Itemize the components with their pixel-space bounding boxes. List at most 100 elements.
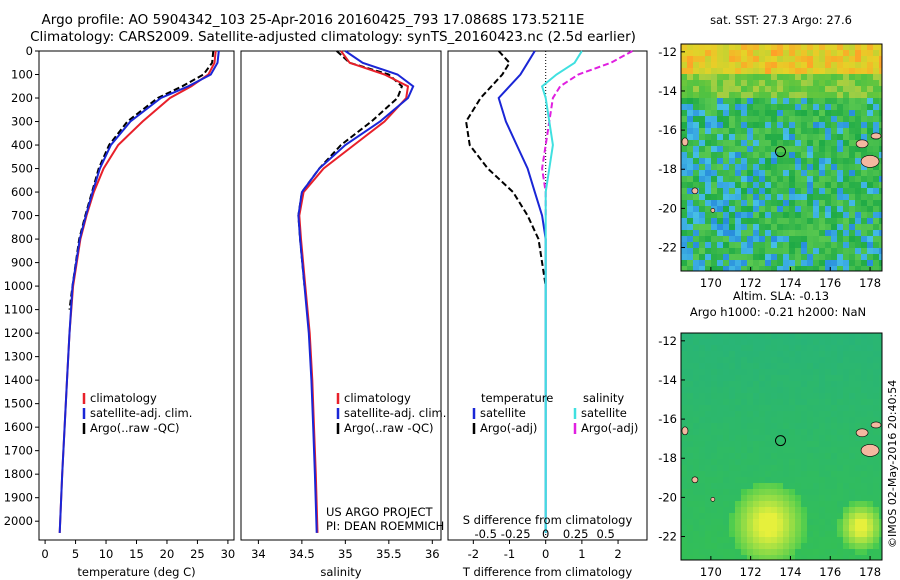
map-cell bbox=[789, 549, 796, 556]
map-cell bbox=[693, 68, 700, 75]
map-cell bbox=[837, 140, 844, 147]
map-cell bbox=[879, 435, 882, 442]
map-cell bbox=[735, 465, 742, 472]
map-cell bbox=[879, 501, 882, 508]
map-cell bbox=[729, 525, 736, 532]
map-cell bbox=[765, 537, 772, 544]
map-cell bbox=[789, 531, 796, 538]
map-cell bbox=[777, 74, 784, 81]
map-cell bbox=[825, 218, 832, 225]
map-cell bbox=[753, 194, 760, 201]
map-cell bbox=[735, 393, 742, 400]
map-cell bbox=[717, 423, 724, 430]
map-cell bbox=[681, 146, 688, 153]
map-cell bbox=[783, 393, 790, 400]
map-cell bbox=[735, 122, 742, 129]
map-cell bbox=[843, 188, 850, 195]
map-cell bbox=[837, 44, 844, 51]
map-cell bbox=[771, 212, 778, 219]
map-cell bbox=[873, 164, 880, 171]
map-cell bbox=[813, 206, 820, 213]
map-cell bbox=[837, 483, 844, 490]
map-cell bbox=[693, 98, 700, 105]
map-cell bbox=[783, 489, 790, 496]
map-cell bbox=[801, 140, 808, 147]
map-cell bbox=[855, 393, 862, 400]
map-cell bbox=[825, 230, 832, 237]
x-tick-label: 174 bbox=[779, 565, 801, 579]
map-cell bbox=[765, 465, 772, 472]
map-cell bbox=[693, 381, 700, 388]
map-cell bbox=[705, 369, 712, 376]
map-cell bbox=[717, 242, 724, 249]
map-cell bbox=[705, 375, 712, 382]
map-cell bbox=[861, 218, 868, 225]
map-cell bbox=[699, 333, 706, 340]
map-cell bbox=[741, 128, 748, 135]
map-cell bbox=[735, 555, 742, 560]
map-cell bbox=[687, 62, 694, 69]
map-cell bbox=[747, 531, 754, 538]
x-tick-label: -2 bbox=[468, 547, 479, 561]
map-cell bbox=[759, 236, 766, 243]
map-cell bbox=[759, 218, 766, 225]
map-cell bbox=[681, 417, 688, 424]
map-cell bbox=[783, 62, 790, 69]
map-cell bbox=[747, 62, 754, 69]
map-cell bbox=[783, 134, 790, 141]
map-cell bbox=[819, 98, 826, 105]
map-cell bbox=[807, 399, 814, 406]
map-cell bbox=[843, 98, 850, 105]
map-cell bbox=[753, 483, 760, 490]
map-cell bbox=[807, 92, 814, 99]
map-cell bbox=[855, 164, 862, 171]
map-cell bbox=[783, 206, 790, 213]
map-cell bbox=[837, 435, 844, 442]
map-cell bbox=[813, 200, 820, 207]
map-cell bbox=[801, 176, 808, 183]
map-cell bbox=[705, 68, 712, 75]
map-cell bbox=[879, 50, 882, 57]
y-tick-label: 1800 bbox=[4, 467, 33, 481]
map-cell bbox=[837, 381, 844, 388]
map-cell bbox=[819, 381, 826, 388]
map-cell bbox=[849, 369, 856, 376]
map-cell bbox=[867, 501, 874, 508]
map-cell bbox=[693, 140, 700, 147]
map-cell bbox=[789, 62, 796, 69]
map-cell bbox=[753, 495, 760, 502]
map-cell bbox=[681, 194, 688, 201]
map-cell bbox=[681, 122, 688, 129]
map-cell bbox=[693, 128, 700, 135]
map-cell bbox=[825, 549, 832, 556]
map-cell bbox=[807, 489, 814, 496]
map-cell bbox=[753, 555, 760, 560]
map-cell bbox=[765, 224, 772, 231]
map-cell bbox=[681, 158, 688, 165]
map-cell bbox=[759, 417, 766, 424]
map-cell bbox=[813, 501, 820, 508]
map-cell bbox=[681, 188, 688, 195]
map-cell bbox=[795, 164, 802, 171]
map-cell bbox=[861, 453, 868, 460]
map-cell bbox=[759, 266, 766, 271]
map-cell bbox=[849, 110, 856, 117]
map-cell bbox=[699, 146, 706, 153]
map-cell bbox=[711, 158, 718, 165]
island bbox=[681, 426, 689, 436]
map-cell bbox=[693, 200, 700, 207]
map-cell bbox=[807, 555, 814, 560]
map-cell bbox=[831, 200, 838, 207]
map-cell bbox=[687, 110, 694, 117]
map-cell bbox=[711, 549, 718, 556]
map-cell bbox=[807, 333, 814, 340]
map-cell bbox=[723, 441, 730, 448]
map-cell bbox=[753, 429, 760, 436]
map-cell bbox=[867, 230, 874, 237]
figure-title-line2: Climatology: CARS2009. Satellite-adjuste… bbox=[30, 29, 636, 45]
map-cell bbox=[693, 116, 700, 123]
map-cell bbox=[771, 110, 778, 117]
map-cell bbox=[723, 62, 730, 69]
map-cell bbox=[789, 236, 796, 243]
map-cell bbox=[777, 477, 784, 484]
